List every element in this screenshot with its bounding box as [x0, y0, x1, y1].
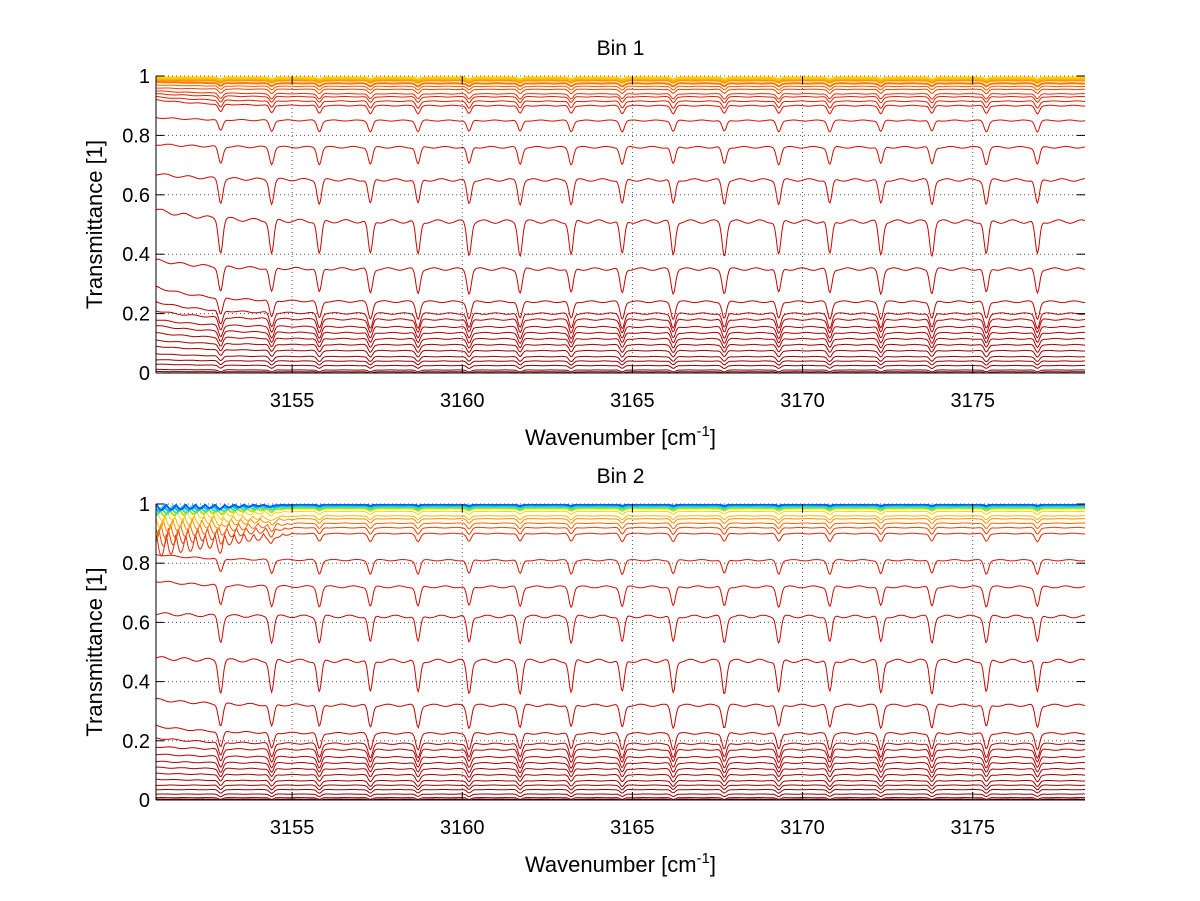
series-line-12: [156, 580, 1085, 609]
chart-title: Bin 1: [597, 37, 645, 60]
series-line-27: [156, 368, 1085, 373]
series-line-5: [156, 84, 1085, 91]
series-line-21: [156, 332, 1085, 349]
series-line-8: [156, 522, 1085, 541]
x-tick-label: 3155: [270, 817, 315, 839]
series-line-1: [156, 76, 1085, 81]
y-tick-label: 0.2: [122, 304, 150, 326]
series-line-22: [156, 772, 1085, 783]
y-tick-label: 0: [139, 363, 150, 385]
series-line-26: [156, 793, 1085, 798]
x-tick-label: 3160: [440, 817, 485, 839]
y-axis-label: Transmittance [1]: [82, 140, 107, 309]
series-line-22: [156, 339, 1085, 354]
series-line-21: [156, 766, 1085, 778]
series-line-13: [156, 173, 1085, 207]
series-line-14: [156, 208, 1085, 258]
series-line-6: [156, 87, 1085, 95]
y-tick-label: 0.2: [122, 731, 150, 753]
series-line-8: [156, 93, 1085, 104]
plot-area: [156, 504, 1085, 800]
series-line-5: [156, 509, 1085, 522]
subplot-1: 3155 3160 3165 3170 3175 0 0.2 0.4 0.6 0.8 1 Bin 1 W…: [82, 37, 1085, 450]
series-line-25: [156, 359, 1085, 366]
series-line-9: [156, 526, 1085, 547]
series-line-6: [156, 514, 1085, 529]
series-line-4: [156, 506, 1085, 518]
y-tick-label: 1: [139, 494, 150, 516]
series-line-27: [156, 796, 1085, 800]
series-line-18: [156, 746, 1085, 764]
x-tick-label: 3175: [950, 390, 995, 412]
series-line-17: [156, 737, 1085, 759]
series-line-20: [156, 325, 1085, 344]
series-line-15: [156, 697, 1085, 730]
series-line-7: [156, 517, 1085, 534]
series-line-16: [156, 724, 1085, 751]
chart-title: Bin 2: [597, 465, 645, 488]
y-tick-label: 1: [139, 66, 150, 88]
series-line-4: [156, 80, 1085, 88]
series-line-11: [156, 553, 1085, 576]
x-axis-label: Wavenumber [cm-1]: [525, 850, 716, 877]
x-tick-label: 3165: [610, 817, 655, 839]
series-line-19: [156, 319, 1085, 340]
series-line-16: [156, 285, 1085, 321]
series-line-9: [156, 96, 1085, 109]
series-line-14: [156, 656, 1085, 696]
series-line-17: [156, 301, 1085, 330]
series-line-2: [156, 77, 1085, 82]
x-tick-label: 3160: [440, 390, 485, 412]
series-line-24: [156, 784, 1085, 791]
series-group: [156, 76, 1085, 373]
series-line-28: [156, 798, 1085, 800]
series-line-10: [156, 532, 1085, 557]
series-line-23: [156, 778, 1085, 787]
series-line-15: [156, 258, 1085, 296]
series-line-10: [156, 99, 1085, 115]
series-line-24: [156, 353, 1085, 363]
series-group: [156, 504, 1085, 800]
series-line-1: [156, 504, 1085, 512]
x-tick-label: 3170: [780, 390, 825, 412]
series-line-12: [156, 143, 1085, 166]
series-line-19: [156, 753, 1085, 769]
series-line-13: [156, 612, 1085, 645]
series-line-11: [156, 117, 1085, 133]
x-axis-label: Wavenumber [cm-1]: [525, 423, 716, 450]
y-tick-label: 0.4: [122, 244, 150, 266]
x-tick-label: 3165: [610, 390, 655, 412]
y-tick-label: 0.6: [122, 185, 150, 207]
series-line-7: [156, 90, 1085, 100]
x-tick-label: 3155: [270, 390, 315, 412]
series-line-20: [156, 760, 1085, 774]
y-axis-label: Transmittance [1]: [82, 567, 107, 736]
series-line-26: [156, 363, 1085, 370]
y-tick-label: 0.4: [122, 672, 150, 694]
series-line-3: [156, 79, 1085, 84]
y-tick-label: 0.8: [122, 125, 150, 147]
y-tick-label: 0: [139, 790, 150, 812]
x-tick-label: 3170: [780, 817, 825, 839]
series-line-25: [156, 788, 1085, 794]
x-tick-label: 3175: [950, 817, 995, 839]
subplot-2: 3155 3160 3165 3170 3175 0 0.2 0.4 0.6 0.8 1 Bin 2 W…: [82, 465, 1085, 877]
series-line-18: [156, 310, 1085, 334]
y-tick-label: 0.6: [122, 612, 150, 634]
y-tick-label: 0.8: [122, 553, 150, 575]
series-line-23: [156, 345, 1085, 358]
series-line-3: [156, 505, 1085, 515]
